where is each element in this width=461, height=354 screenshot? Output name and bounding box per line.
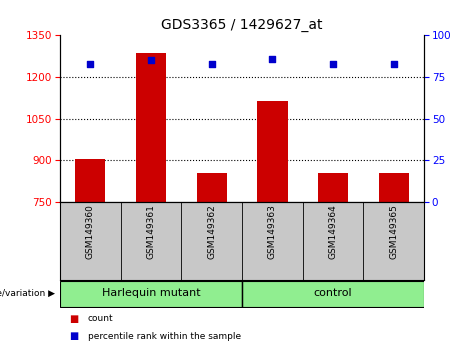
Point	[87, 61, 94, 67]
Point	[208, 61, 215, 67]
Bar	[257, 101, 288, 202]
Bar	[378, 173, 409, 202]
Bar	[60, 281, 242, 307]
Text: GSM149364: GSM149364	[329, 204, 337, 259]
Text: GSM149362: GSM149362	[207, 204, 216, 259]
Text: GSM149360: GSM149360	[86, 204, 95, 259]
Text: GSM149361: GSM149361	[147, 204, 155, 259]
Title: GDS3365 / 1429627_at: GDS3365 / 1429627_at	[161, 18, 323, 32]
Text: GSM149363: GSM149363	[268, 204, 277, 259]
Text: count: count	[88, 314, 113, 323]
Bar	[136, 53, 166, 202]
Text: ■: ■	[69, 331, 78, 341]
Bar	[196, 173, 227, 202]
Point	[390, 61, 397, 67]
Text: percentile rank within the sample: percentile rank within the sample	[88, 332, 241, 341]
Text: Harlequin mutant: Harlequin mutant	[102, 288, 200, 298]
Text: ■: ■	[69, 314, 78, 324]
Text: GSM149365: GSM149365	[389, 204, 398, 259]
Bar	[318, 173, 348, 202]
Point	[329, 61, 337, 67]
Bar	[75, 159, 106, 202]
Text: control: control	[314, 288, 352, 298]
Bar	[242, 281, 424, 307]
Point	[148, 57, 155, 63]
Point	[269, 56, 276, 62]
Text: genotype/variation ▶: genotype/variation ▶	[0, 289, 55, 298]
